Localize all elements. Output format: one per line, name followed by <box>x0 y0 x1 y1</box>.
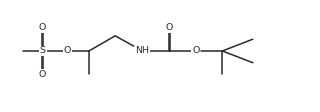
Text: O: O <box>63 46 71 55</box>
Text: NH: NH <box>135 46 149 55</box>
Text: O: O <box>39 23 46 32</box>
Text: O: O <box>166 23 173 32</box>
Text: S: S <box>40 46 45 55</box>
Text: O: O <box>39 70 46 79</box>
Text: O: O <box>192 46 200 55</box>
